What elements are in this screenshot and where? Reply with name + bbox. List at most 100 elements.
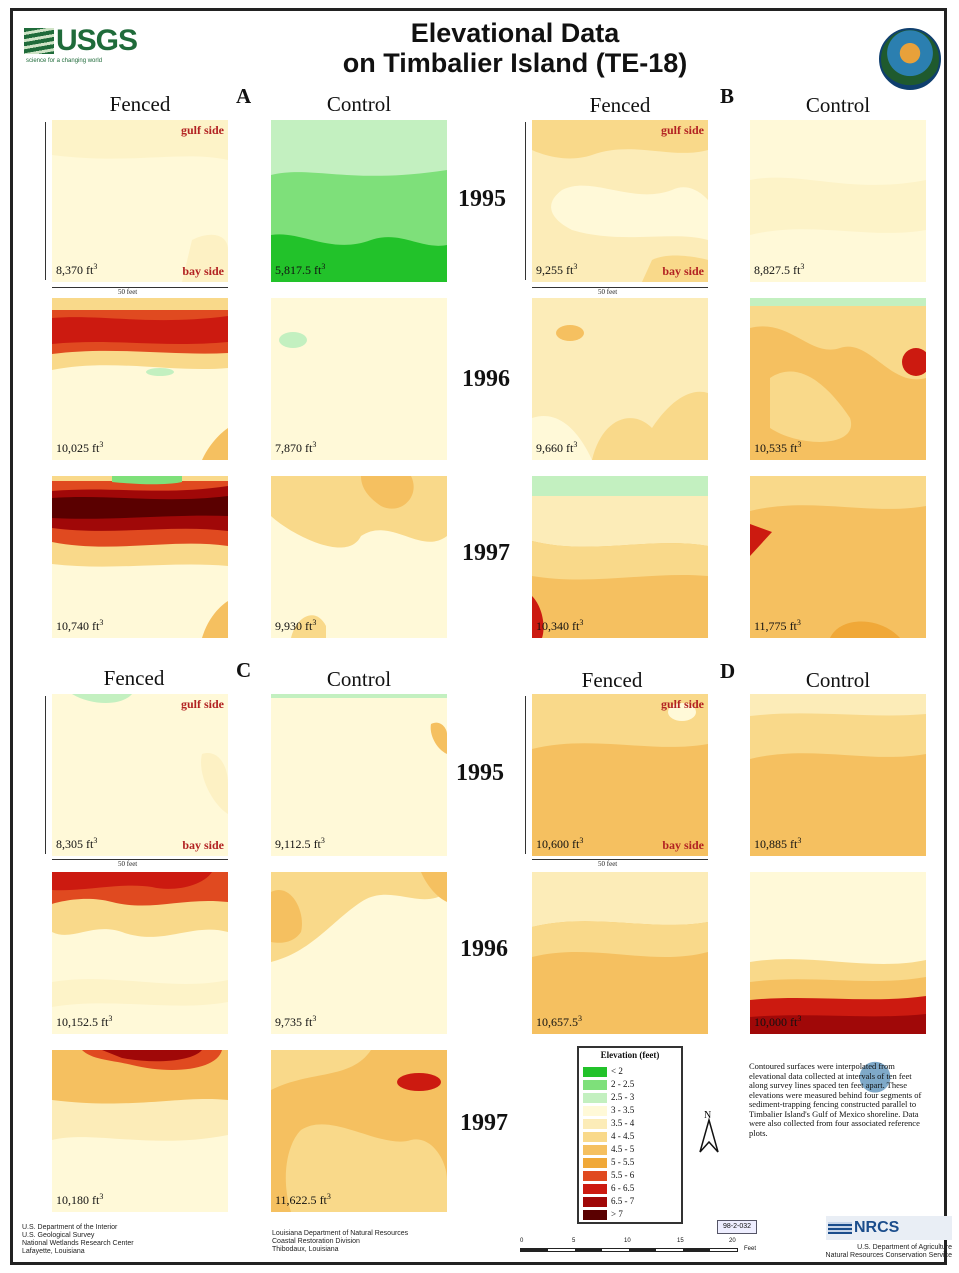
legend-label: < 2 xyxy=(611,1066,623,1076)
dimension-line-horizontal-b xyxy=(532,287,708,288)
legend-swatch xyxy=(583,1145,607,1155)
volume-label: 10,000 ft3 xyxy=(754,1014,802,1029)
volume-label: 9,735 ft3 xyxy=(275,1014,317,1029)
legend-label: 6.5 - 7 xyxy=(611,1196,635,1206)
north-arrow-icon: N xyxy=(696,1108,722,1154)
footer-ldnr: Louisiana Department of Natural Resource… xyxy=(272,1230,409,1253)
legend-label: 3 - 3.5 xyxy=(611,1105,635,1115)
map-panel-a-control-1997: 9,930 ft3 xyxy=(271,476,447,638)
map-panel-c-control-1997: 11,622.5 ft3 xyxy=(271,1050,447,1212)
volume-label: 5,817.5 ft3 xyxy=(275,262,326,277)
bay-side-label: bay side xyxy=(662,838,704,852)
header-control-c: Control xyxy=(326,667,392,691)
gulf-side-label: gulf side xyxy=(660,697,704,711)
legend-row: < 2 xyxy=(583,1066,679,1077)
gulf-side-label: gulf side xyxy=(180,123,224,137)
map-panel-a-control-1995: 5,817.5 ft3 xyxy=(271,120,447,282)
volume-label: 11,622.5 ft3 xyxy=(275,1192,331,1207)
dimension-line-horizontal-c xyxy=(52,859,228,860)
year-label-1997-bottom: 1997 xyxy=(460,1110,508,1136)
gulf-side-label: gulf side xyxy=(180,697,224,711)
year-label-1995-top: 1995 xyxy=(458,186,506,212)
legend-swatch xyxy=(583,1119,607,1129)
map-panel-c-fenced-1995: gulf side bay side 8,305 ft3 xyxy=(52,694,228,856)
dimension-label-width-a: 50 feet xyxy=(118,288,138,296)
nrcs-logo-text: NRCS xyxy=(854,1219,900,1236)
map-panel-d-control-1995: 10,885 ft3 xyxy=(750,694,926,856)
header-control-b: Control xyxy=(805,93,871,117)
legend-label: 2.5 - 3 xyxy=(611,1092,635,1102)
poster-frame xyxy=(10,8,947,1265)
usgs-logo: USGS science for a changing world xyxy=(24,24,142,68)
volume-label: 10,025 ft3 xyxy=(56,440,104,455)
volume-label: 10,152.5 ft3 xyxy=(56,1014,113,1029)
legend-row: 5 - 5.5 xyxy=(583,1157,679,1168)
scale-unit: Feet xyxy=(744,1246,757,1252)
legend-row: 6 - 6.5 xyxy=(583,1183,679,1194)
legend-swatch xyxy=(583,1132,607,1142)
map-panel-a-fenced-1997: 10,740 ft3 xyxy=(52,476,228,638)
map-panel-c-control-1995: 9,112.5 ft3 xyxy=(271,694,447,856)
legend-swatch xyxy=(583,1171,607,1181)
scale-tick-20: 20 xyxy=(729,1238,736,1244)
map-panel-c-fenced-1997: 10,180 ft3 xyxy=(52,1050,228,1212)
volume-label: 8,370 ft3 xyxy=(56,262,98,277)
map-panel-b-control-1995: 8,827.5 ft3 xyxy=(750,120,926,282)
heron-logo-icon xyxy=(845,1046,905,1098)
map-code-badge: 98-2-032 xyxy=(717,1220,757,1234)
title-line-2: on Timbalier Island (TE-18) xyxy=(342,48,688,78)
legend-row: 2.5 - 3 xyxy=(583,1092,679,1103)
dimension-label-width-b: 50 feet xyxy=(598,288,618,296)
legend-label: 4.5 - 5 xyxy=(611,1144,635,1154)
volume-label: 10,885 ft3 xyxy=(754,836,802,851)
legend-swatch xyxy=(583,1210,607,1220)
dimension-label-width-d: 50 feet xyxy=(598,860,618,868)
legend-row: 3.5 - 4 xyxy=(583,1118,679,1129)
header-fenced-c: Fenced xyxy=(103,666,165,690)
header-fenced-b: Fenced xyxy=(589,93,651,117)
title-line-1: Elevational Data xyxy=(410,18,620,48)
header-fenced-a: Fenced xyxy=(109,92,171,116)
usgs-tagline: science for a changing world xyxy=(26,58,103,64)
year-label-1997-top: 1997 xyxy=(462,540,510,566)
footer-usda: U.S. Department of Agriculture Natural Re… xyxy=(825,1244,952,1259)
volume-label: 9,930 ft3 xyxy=(275,618,317,633)
legend-label: 5.5 - 6 xyxy=(611,1170,635,1180)
dimension-line-vertical-d xyxy=(525,696,526,854)
map-panel-c-fenced-1996: 10,152.5 ft3 xyxy=(52,872,228,1034)
dimension-line-vertical-b xyxy=(525,122,526,280)
nrcs-stripes-icon xyxy=(828,1222,852,1234)
volume-label: 8,827.5 ft3 xyxy=(754,262,805,277)
legend-row: 6.5 - 7 xyxy=(583,1196,679,1207)
legend-swatch xyxy=(583,1080,607,1090)
methods-blurb: Contoured surfaces were interpolated fro… xyxy=(749,1061,922,1138)
legend-label: 5 - 5.5 xyxy=(611,1157,635,1167)
site-letter-c: C xyxy=(236,658,252,682)
dimension-line-horizontal-d xyxy=(532,859,708,860)
legend-label: 2 - 2.5 xyxy=(611,1079,635,1089)
legend-label: 4 - 4.5 xyxy=(611,1131,635,1141)
volume-label: 10,600 ft3 xyxy=(536,836,584,851)
bay-side-label: bay side xyxy=(182,264,224,278)
volume-label: 10,340 ft3 xyxy=(536,618,584,633)
svg-text:N: N xyxy=(704,1110,711,1121)
volume-label: 9,255 ft3 xyxy=(536,262,578,277)
map-panel-d-control-1996: 10,000 ft3 xyxy=(750,872,926,1034)
site-letter-b: B xyxy=(720,84,735,108)
header-control-a: Control xyxy=(326,92,392,116)
volume-label: 9,112.5 ft3 xyxy=(275,836,325,851)
map-panel-c-control-1996: 9,735 ft3 xyxy=(271,872,447,1034)
volume-label: 7,870 ft3 xyxy=(275,440,317,455)
map-panel-b-control-1997: 11,775 ft3 xyxy=(750,476,926,638)
agency-seal-icon xyxy=(879,28,941,90)
site-letter-a: A xyxy=(236,84,252,108)
legend-row: 4.5 - 5 xyxy=(583,1144,679,1155)
legend-row: 2 - 2.5 xyxy=(583,1079,679,1090)
volume-label: 10,535 ft3 xyxy=(754,440,802,455)
year-label-1996-top: 1996 xyxy=(462,366,510,392)
bay-side-label: bay side xyxy=(662,264,704,278)
volume-label: 11,775 ft3 xyxy=(754,618,801,633)
legend-row: 3 - 3.5 xyxy=(583,1105,679,1116)
year-label-1995-bottom: 1995 xyxy=(456,760,504,786)
map-panel-b-fenced-1997: 10,340 ft3 xyxy=(532,476,708,638)
